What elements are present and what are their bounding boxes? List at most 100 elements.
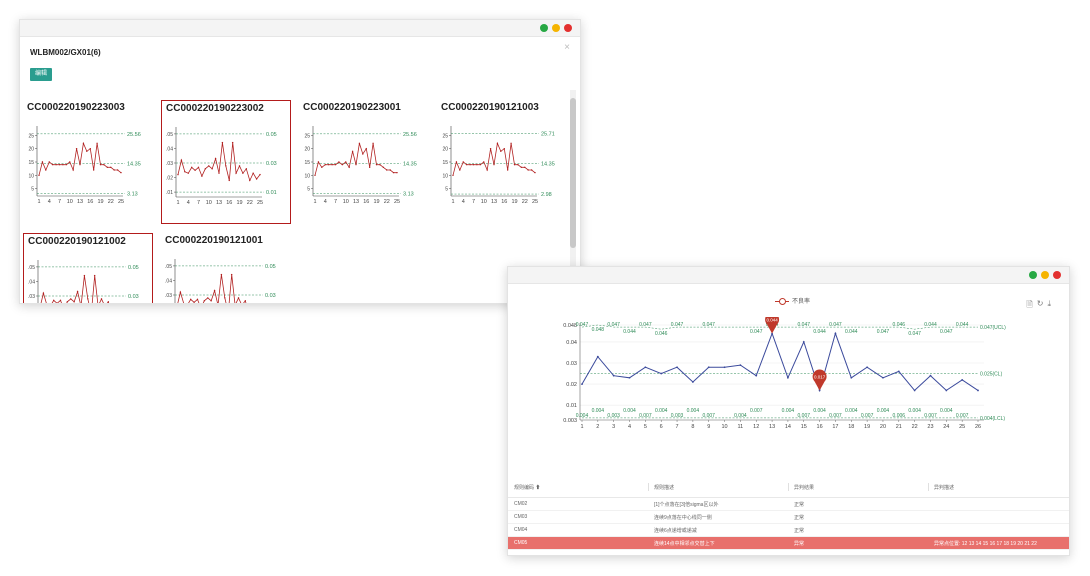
data-point	[79, 163, 81, 166]
data-point	[221, 141, 224, 144]
x-tick-label: 22	[384, 199, 390, 205]
ucl-value-label: 0.047	[671, 322, 684, 328]
data-point	[961, 378, 964, 381]
y-tick-label: 20	[28, 147, 34, 153]
data-point	[389, 169, 391, 171]
column-header-result[interactable]: 异判结果	[794, 485, 815, 491]
download-icon[interactable]: ⤓	[1047, 299, 1051, 308]
table-row[interactable]: CM03 连续9点落在中心线同一侧 正常	[508, 511, 1069, 524]
lcl-value-label: 0.004	[592, 408, 605, 414]
column-divider[interactable]	[928, 483, 929, 491]
data-point	[62, 163, 64, 166]
maximize-button[interactable]	[1029, 271, 1037, 279]
data-point	[189, 298, 192, 301]
x-tick-label: 25	[532, 199, 538, 205]
x-tick-label: 16	[363, 199, 369, 205]
table-row[interactable]: CM04 连续6点递增或递减 正常	[508, 524, 1069, 537]
chart-legend[interactable]: 不良率	[775, 296, 810, 305]
vertical-scrollbar[interactable]	[570, 90, 576, 303]
data-point	[207, 297, 209, 299]
ucl-value-label: 0.044	[813, 329, 826, 335]
rule-code-cell: CM05	[514, 540, 528, 546]
chart-card[interactable]: CC000220190121001 .05 .04 .03 0.05 0.03	[161, 233, 291, 304]
data-point	[242, 172, 244, 174]
column-header-result-desc[interactable]: 异判描述	[934, 485, 955, 491]
y-tick-label: 20	[304, 147, 310, 153]
ucl-value-label: 0.044	[956, 322, 969, 328]
chart-card[interactable]: CC000220190121003 25 20 15 10 5 1 4 7 10 13 16 19 22 2…	[437, 100, 567, 224]
data-point	[386, 169, 388, 171]
minimize-button[interactable]	[1041, 271, 1049, 279]
refresh-icon[interactable]: ↻	[1036, 299, 1044, 308]
chart-card[interactable]: CC000220190223002 .05 .04 .03 .02 .01 1 4 7 10 13 1…	[161, 100, 291, 224]
data-point	[103, 163, 105, 166]
y-tick-label: 15	[28, 160, 34, 166]
close-window-button[interactable]	[1053, 271, 1061, 279]
minimize-button[interactable]	[552, 24, 560, 32]
thumbnail-chart: .05 .04 .03 0.05 0.03	[28, 260, 139, 303]
x-tick-label: 20	[880, 424, 886, 430]
lcl-value-label: 0.004	[655, 408, 668, 414]
close-icon[interactable]: ×	[564, 42, 570, 53]
x-tick-label: 17	[832, 424, 838, 430]
chart-card[interactable]: CC000220190223001 25 20 15 10 5 1 4 7 10 13 16 19 22 2…	[299, 100, 429, 224]
close-window-button[interactable]	[564, 24, 572, 32]
table-row[interactable]: CM02 [1]个点落在[3]倍sigma区以外 正常	[508, 498, 1069, 511]
data-point	[89, 147, 91, 150]
data-point	[739, 364, 742, 367]
data-point	[723, 366, 726, 369]
data-point	[180, 159, 183, 161]
x-tick-label: 16	[817, 424, 823, 430]
data-point	[237, 297, 240, 299]
chart-card[interactable]: CC000220190223003 25 20 15 10 5 1 4 7 10 13 16 19 22 2…	[23, 100, 153, 224]
x-tick-label: 22	[912, 424, 918, 430]
y-tick-label: 0.03	[566, 361, 577, 367]
y-tick-label: .03	[166, 161, 173, 167]
table-row[interactable]: CM05 连续14点中相邻点交替上下 异常 异常点位置: 12 13 14 15 16…	[508, 537, 1069, 550]
data-point	[581, 383, 583, 386]
data-point	[73, 301, 75, 303]
data-point	[479, 163, 482, 166]
maximize-button[interactable]	[540, 24, 548, 32]
edit-button[interactable]: 编辑	[30, 68, 52, 81]
x-tick-label: 9	[707, 424, 710, 430]
x-tick-label: 8	[691, 424, 694, 430]
x-tick-label: 25	[959, 424, 965, 430]
dialog-title: WLBM002/GX01(6)	[30, 48, 101, 57]
x-tick-label: 7	[334, 199, 337, 205]
column-divider[interactable]	[648, 483, 649, 491]
lcl-value-label: 0.004	[734, 413, 747, 419]
data-point	[465, 163, 468, 166]
data-point	[45, 169, 47, 171]
legend-label: 不良率	[792, 299, 811, 305]
violation-marker-pin[interactable]: 0.017	[812, 369, 827, 391]
data-point	[510, 142, 512, 145]
column-header-rule-desc[interactable]: 规则描述	[654, 485, 675, 491]
data-point	[644, 366, 647, 369]
marker-label: 0.017	[814, 374, 826, 379]
data-point	[341, 163, 344, 166]
data-point	[396, 171, 398, 174]
data-point	[183, 303, 184, 304]
y-tick-label: 15	[304, 160, 310, 166]
lcl-value-label: 0.007	[798, 413, 811, 419]
x-tick-label: 21	[896, 424, 902, 430]
ucl-value-label: 0.046	[655, 331, 668, 337]
violation-marker-pin[interactable]: 0.044	[765, 317, 780, 334]
chart-card[interactable]: CC000220190121002 .05 .04 .03 0.05 0.03	[23, 233, 153, 303]
data-point	[338, 161, 340, 163]
column-divider[interactable]	[788, 483, 789, 491]
data-point	[218, 172, 220, 174]
lcl-value-label: 0.007	[639, 413, 652, 419]
data-point	[83, 274, 86, 277]
document-icon[interactable]: 🗎	[1026, 300, 1033, 309]
data-point	[517, 163, 519, 166]
x-tick-label: 10	[206, 200, 212, 206]
x-tick-label: 4	[48, 199, 51, 205]
x-tick-label: 16	[226, 200, 232, 206]
cl-label: 14.35	[127, 162, 141, 168]
column-header-rule-code[interactable]: 规则编码 ⬆	[514, 485, 541, 491]
lcl-value-label: 0.004	[813, 408, 826, 414]
scrollbar-thumb[interactable]	[570, 98, 576, 248]
ucl-label: 25.56	[127, 132, 141, 138]
